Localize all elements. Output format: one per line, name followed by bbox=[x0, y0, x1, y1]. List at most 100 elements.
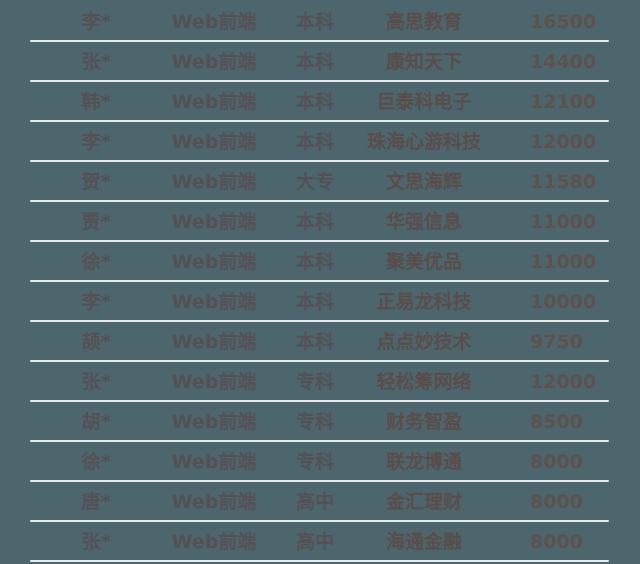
row-separator-line bbox=[30, 80, 609, 82]
cell-job-title: Web前端 bbox=[171, 211, 257, 233]
cell-salary: 16500 bbox=[530, 11, 597, 33]
table-row: 韩* Web前端 本科 巨泰科电子 12100 bbox=[0, 82, 640, 122]
cell-employee-name: 韩* bbox=[81, 91, 111, 113]
row-separator-line bbox=[30, 40, 609, 42]
cell-employee-name: 贾* bbox=[81, 211, 111, 233]
table-row: 张* Web前端 本科 康知天下 14400 bbox=[0, 42, 640, 82]
cell-job-title: Web前端 bbox=[171, 291, 257, 313]
table-row: 贾* Web前端 本科 华强信息 11000 bbox=[0, 202, 640, 242]
cell-education: 本科 bbox=[295, 51, 334, 73]
cell-salary: 8000 bbox=[530, 531, 583, 553]
cell-company: 联龙博通 bbox=[385, 451, 462, 473]
cell-company: 金汇理财 bbox=[385, 491, 462, 513]
row-separator-line bbox=[30, 480, 609, 482]
cell-job-title: Web前端 bbox=[171, 251, 257, 273]
row-separator-line bbox=[30, 200, 609, 202]
table-row: 唐* Web前端 高中 金汇理财 8000 bbox=[0, 482, 640, 522]
cell-salary: 12100 bbox=[530, 91, 597, 113]
row-separator-line bbox=[30, 360, 609, 362]
cell-job-title: Web前端 bbox=[171, 91, 257, 113]
cell-company: 正易龙科技 bbox=[376, 291, 472, 313]
cell-salary: 10000 bbox=[530, 291, 597, 313]
cell-education: 本科 bbox=[295, 131, 334, 153]
cell-salary: 11000 bbox=[530, 211, 597, 233]
cell-salary: 11580 bbox=[530, 171, 597, 193]
cell-employee-name: 张* bbox=[81, 371, 111, 393]
cell-salary: 8500 bbox=[530, 411, 583, 433]
cell-education: 专科 bbox=[295, 411, 334, 433]
cell-job-title: Web前端 bbox=[171, 171, 257, 193]
cell-education: 本科 bbox=[295, 211, 334, 233]
cell-employee-name: 张* bbox=[81, 51, 111, 73]
cell-employee-name: 胡* bbox=[81, 411, 111, 433]
cell-salary: 9750 bbox=[530, 331, 583, 353]
table-row: 徐* Web前端 专科 联龙博通 8000 bbox=[0, 442, 640, 482]
cell-company: 财务智盈 bbox=[385, 411, 462, 433]
cell-company: 文思海辉 bbox=[385, 171, 462, 193]
row-separator-line bbox=[30, 400, 609, 402]
cell-company: 高思教育 bbox=[385, 11, 462, 33]
row-separator-line bbox=[30, 160, 609, 162]
cell-education: 本科 bbox=[295, 251, 334, 273]
table-row: 胡* Web前端 专科 财务智盈 8500 bbox=[0, 402, 640, 442]
cell-job-title: Web前端 bbox=[171, 491, 257, 513]
cell-job-title: Web前端 bbox=[171, 371, 257, 393]
cell-employee-name: 张* bbox=[81, 531, 111, 553]
cell-salary: 12000 bbox=[530, 131, 597, 153]
table-row: 李* Web前端 本科 高思教育 16500 bbox=[0, 2, 640, 42]
cell-education: 本科 bbox=[295, 291, 334, 313]
cell-employee-name: 徐* bbox=[81, 251, 111, 273]
cell-company: 华强信息 bbox=[385, 211, 462, 233]
row-separator-line bbox=[30, 240, 609, 242]
cell-education: 本科 bbox=[295, 331, 334, 353]
cell-employee-name: 李* bbox=[81, 291, 111, 313]
table-row: 徐* Web前端 本科 聚美优品 11000 bbox=[0, 242, 640, 282]
cell-company: 巨泰科电子 bbox=[376, 91, 472, 113]
cell-salary: 14400 bbox=[530, 51, 597, 73]
cell-company: 康知天下 bbox=[385, 51, 462, 73]
row-separator-line bbox=[30, 280, 609, 282]
cell-education: 专科 bbox=[295, 451, 334, 473]
cell-employee-name: 李* bbox=[81, 131, 111, 153]
cell-education: 本科 bbox=[295, 11, 334, 33]
table-row: 贺* Web前端 大专 文思海辉 11580 bbox=[0, 162, 640, 202]
cell-job-title: Web前端 bbox=[171, 411, 257, 433]
cell-job-title: Web前端 bbox=[171, 331, 257, 353]
row-separator-line bbox=[30, 520, 609, 522]
cell-company: 聚美优品 bbox=[385, 251, 462, 273]
cell-education: 本科 bbox=[295, 91, 334, 113]
row-separator-line bbox=[30, 440, 609, 442]
cell-employee-name: 唐* bbox=[81, 491, 111, 513]
cell-employee-name: 李* bbox=[81, 11, 111, 33]
row-separator-line bbox=[30, 120, 609, 122]
cell-company: 海通金融 bbox=[385, 531, 462, 553]
cell-job-title: Web前端 bbox=[171, 51, 257, 73]
cell-job-title: Web前端 bbox=[171, 451, 257, 473]
cell-salary: 12000 bbox=[530, 371, 597, 393]
cell-employee-name: 颉* bbox=[81, 331, 111, 353]
table-row: 颉* Web前端 本科 点点妙技术 9750 bbox=[0, 322, 640, 362]
cell-company: 轻松筹网络 bbox=[376, 371, 472, 393]
table-row: 张* Web前端 专科 轻松筹网络 12000 bbox=[0, 362, 640, 402]
cell-education: 高中 bbox=[295, 531, 334, 553]
cell-employee-name: 贺* bbox=[81, 171, 111, 193]
table-row: 李* Web前端 本科 珠海心游科技 12000 bbox=[0, 122, 640, 162]
cell-salary: 8000 bbox=[530, 451, 583, 473]
cell-salary: 8000 bbox=[530, 491, 583, 513]
cell-employee-name: 徐* bbox=[81, 451, 111, 473]
table-row: 张* Web前端 高中 海通金融 8000 bbox=[0, 522, 640, 562]
cell-company: 点点妙技术 bbox=[376, 331, 472, 353]
cell-job-title: Web前端 bbox=[171, 531, 257, 553]
cell-education: 专科 bbox=[295, 371, 334, 393]
cell-job-title: Web前端 bbox=[171, 131, 257, 153]
cell-education: 大专 bbox=[295, 171, 334, 193]
cell-salary: 11000 bbox=[530, 251, 597, 273]
cell-education: 高中 bbox=[295, 491, 334, 513]
table-row: 李* Web前端 本科 正易龙科技 10000 bbox=[0, 282, 640, 322]
row-separator-line bbox=[30, 560, 609, 562]
cell-company: 珠海心游科技 bbox=[366, 131, 481, 153]
cell-job-title: Web前端 bbox=[171, 11, 257, 33]
row-separator-line bbox=[30, 320, 609, 322]
